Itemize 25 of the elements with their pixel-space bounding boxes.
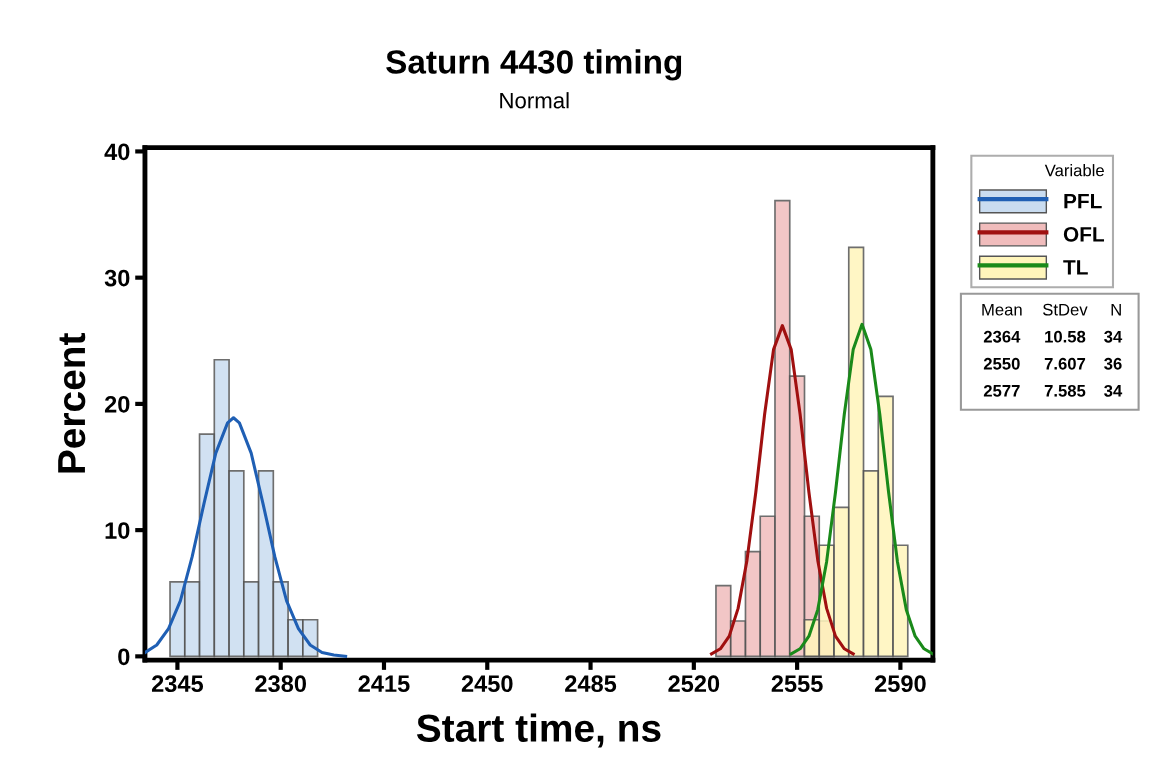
- x-tick-label: 2380: [255, 675, 306, 693]
- x-tick-label: 2345: [151, 675, 204, 693]
- legend-label: TL: [1063, 260, 1088, 275]
- x-axis-title: Start time, ns: [416, 713, 661, 748]
- x-tick-label: 2590: [874, 675, 926, 693]
- x-tick-label: 2520: [668, 675, 720, 693]
- x-tick-label: 2450: [461, 675, 513, 693]
- y-axis-title: Percent: [58, 333, 86, 473]
- x-tick-label: 2555: [771, 675, 823, 693]
- chart-title: Saturn 4430 timing: [386, 49, 682, 81]
- y-tick-label: 40: [104, 143, 130, 161]
- x-tick-label: 2485: [565, 675, 617, 693]
- legend-label: OFL: [1063, 226, 1105, 242]
- x-tick-label: 2415: [358, 675, 410, 693]
- text: 2577 7.585 34: [983, 384, 1123, 397]
- legend-title: Variable: [1044, 164, 1104, 177]
- y-tick-label: 30: [104, 269, 130, 287]
- text: 2550 7.607 36: [983, 357, 1122, 370]
- text: Mean StDev N: [982, 303, 1121, 316]
- y-tick-label: 10: [105, 522, 130, 539]
- chart-subtitle: Normal: [500, 92, 569, 109]
- text: 2364 10.58 34: [983, 330, 1123, 343]
- y-tick-label: 0: [118, 648, 130, 666]
- y-tick-label: 20: [104, 395, 130, 413]
- legend-label: PFL: [1064, 194, 1102, 209]
